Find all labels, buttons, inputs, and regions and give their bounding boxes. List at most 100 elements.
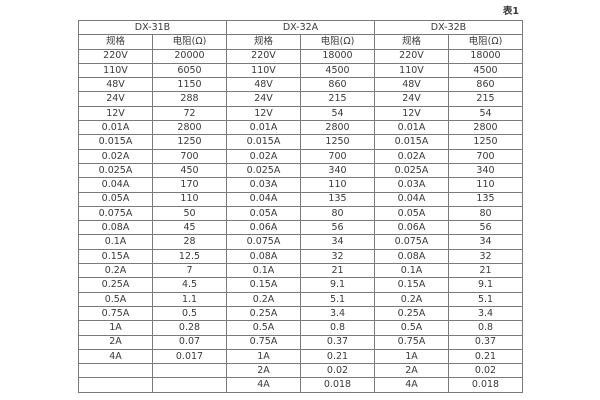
spec-cell: 0.75A <box>374 334 449 350</box>
resistance-cell: 1250 <box>300 134 375 150</box>
resistance-cell: 0.8 <box>448 320 523 336</box>
table-row: 0.04A 170 0.03A 110 0.03A 110 <box>78 177 523 193</box>
spec-cell: 0.025A <box>374 162 449 179</box>
resistance-cell: 32 <box>300 248 375 265</box>
column-header-spec-3: 规格 <box>374 34 449 50</box>
column-header-resistance-2: 电阻(Ω) <box>300 34 375 50</box>
resistance-cell: 700 <box>152 148 227 164</box>
resistance-cell: 0.017 <box>152 348 227 365</box>
table-row: 220V 20000 220V 18000 220V 18000 <box>78 48 523 64</box>
spec-cell: 220V <box>226 48 301 64</box>
spec-cell: 0.1A <box>374 263 449 279</box>
group-header-row: DX-31B DX-32A DX-32B <box>78 19 523 36</box>
table-row: 0.25A 4.5 0.15A 9.1 0.15A 9.1 <box>78 277 523 293</box>
resistance-cell: 1150 <box>152 77 227 93</box>
spec-cell: 0.25A <box>226 305 301 322</box>
resistance-cell: 700 <box>448 148 523 164</box>
resistance-cell: 12.5 <box>152 248 227 265</box>
spec-cell: 48V <box>374 77 449 93</box>
resistance-cell: 110 <box>300 177 375 193</box>
resistance-cell: 135 <box>300 191 375 207</box>
spec-cell: 4A <box>374 377 449 393</box>
spec-cell: 0.06A <box>374 220 449 236</box>
spec-cell: 0.01A <box>226 120 301 136</box>
table-body: 220V 20000 220V 18000 220V 18000 110V 6050 110V 4… <box>78 48 523 393</box>
spec-cell: 110V <box>374 62 449 79</box>
resistance-cell <box>152 377 227 393</box>
spec-cell: 24V <box>78 91 153 107</box>
table-row: 110V 6050 110V 4500 110V 4500 <box>78 62 523 79</box>
spec-cell: 1A <box>78 320 153 336</box>
resistance-cell: 215 <box>300 91 375 107</box>
resistance-cell: 5.1 <box>300 291 375 307</box>
resistance-cell: 0.37 <box>448 334 523 350</box>
resistance-cell: 0.018 <box>300 377 375 393</box>
spec-cell: 0.02A <box>226 148 301 164</box>
resistance-cell: 2800 <box>448 120 523 136</box>
table-row: 0.2A 7 0.1A 21 0.1A 21 <box>78 263 523 279</box>
table-row: 0.075A 50 0.05A 80 0.05A 80 <box>78 205 523 222</box>
resistance-cell: 50 <box>152 205 227 222</box>
resistance-cell: 3.4 <box>448 305 523 322</box>
table-row: 12V 72 12V 54 12V 54 <box>78 105 523 122</box>
group-header-dx-32a: DX-32A <box>226 19 375 36</box>
spec-cell: 0.25A <box>78 277 153 293</box>
resistance-cell: 215 <box>448 91 523 107</box>
resistance-cell: 340 <box>448 162 523 179</box>
spec-cell: 0.075A <box>78 205 153 222</box>
resistance-cell: 135 <box>448 191 523 207</box>
resistance-cell: 0.21 <box>448 348 523 365</box>
spec-cell: 4A <box>78 348 153 365</box>
spec-cell: 110V <box>78 62 153 79</box>
resistance-cell: 34 <box>300 234 375 250</box>
resistance-cell: 0.37 <box>300 334 375 350</box>
spec-cell: 24V <box>374 91 449 107</box>
table-row: 0.15A 12.5 0.08A 32 0.08A 32 <box>78 248 523 265</box>
resistance-cell: 0.02 <box>300 363 375 379</box>
resistance-cell: 700 <box>300 148 375 164</box>
resistance-cell: 450 <box>152 162 227 179</box>
resistance-cell: 860 <box>300 77 375 93</box>
spec-cell: 0.015A <box>226 134 301 150</box>
resistance-cell: 1250 <box>152 134 227 150</box>
resistance-cell: 1.1 <box>152 291 227 307</box>
spec-cell: 0.05A <box>78 191 153 207</box>
resistance-cell: 21 <box>448 263 523 279</box>
spec-cell: 24V <box>226 91 301 107</box>
column-header-spec-2: 规格 <box>226 34 301 50</box>
spec-cell: 0.04A <box>374 191 449 207</box>
column-header-spec-1: 规格 <box>78 34 153 50</box>
spec-cell: 0.2A <box>374 291 449 307</box>
spec-cell: 0.02A <box>374 148 449 164</box>
column-header-resistance-1: 电阻(Ω) <box>152 34 227 50</box>
spec-cell: 220V <box>374 48 449 64</box>
spec-cell: 0.08A <box>78 220 153 236</box>
spec-cell: 0.08A <box>226 248 301 265</box>
resistance-cell: 28 <box>152 234 227 250</box>
spec-cell: 0.04A <box>226 191 301 207</box>
spec-cell: 0.075A <box>374 234 449 250</box>
resistance-cell <box>152 363 227 379</box>
table-row: 1A 0.28 0.5A 0.8 0.5A 0.8 <box>78 320 523 336</box>
resistance-cell: 4.5 <box>152 277 227 293</box>
spec-cell: 0.15A <box>374 277 449 293</box>
resistance-cell: 110 <box>152 191 227 207</box>
resistance-cell: 170 <box>152 177 227 193</box>
spec-cell: 0.1A <box>78 234 153 250</box>
spec-cell: 0.15A <box>78 248 153 265</box>
table-row: 0.025A 450 0.025A 340 0.025A 340 <box>78 162 523 179</box>
spec-cell: 0.075A <box>226 234 301 250</box>
spec-cell: 12V <box>226 105 301 122</box>
table-row: 0.5A 1.1 0.2A 5.1 0.2A 5.1 <box>78 291 523 307</box>
spec-cell: 0.2A <box>226 291 301 307</box>
spec-cell: 48V <box>78 77 153 93</box>
spec-cell: 0.06A <box>226 220 301 236</box>
spec-cell <box>78 363 153 379</box>
spec-cell: 0.015A <box>78 134 153 150</box>
resistance-cell: 1250 <box>448 134 523 150</box>
spec-cell: 0.01A <box>374 120 449 136</box>
resistance-cell: 34 <box>448 234 523 250</box>
resistance-cell: 288 <box>152 91 227 107</box>
resistance-cell: 0.21 <box>300 348 375 365</box>
resistance-cell: 45 <box>152 220 227 236</box>
